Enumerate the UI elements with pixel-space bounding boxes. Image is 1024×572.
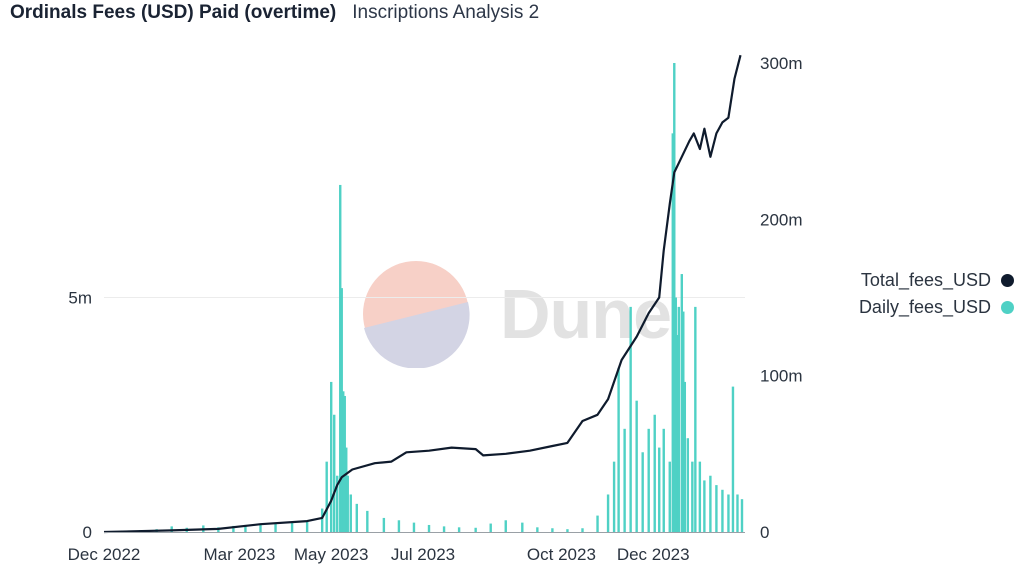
daily-fee-bar [305, 520, 309, 532]
daily-fee-bar [683, 381, 687, 532]
daily-fee-bar [170, 526, 173, 532]
daily-fee-bar [698, 461, 702, 532]
daily-fee-bar [274, 522, 277, 532]
y-left-tick-label: 5m [68, 289, 92, 308]
daily-fee-bar [662, 428, 665, 532]
chart-header: Ordinals Fees (USD) Paid (overtime) Insc… [10, 2, 539, 30]
daily-fee-bar [671, 133, 674, 532]
daily-fee-bar [596, 515, 599, 532]
daily-fee-bar [677, 306, 680, 532]
daily-fee-bar [290, 521, 294, 532]
y-right-tick-label: 300m [760, 54, 803, 73]
daily-fee-bar [682, 311, 685, 532]
daily-fee-bar [581, 528, 584, 532]
x-tick-label: Dec 2023 [617, 545, 690, 564]
daily-fee-bar [474, 527, 477, 532]
daily-fee-bar [336, 475, 339, 532]
daily-fee-bar [339, 184, 342, 532]
daily-fee-bar [382, 517, 386, 532]
total-fees-line [103, 54, 742, 534]
daily-fee-bar [566, 529, 569, 532]
daily-fee-bar [694, 306, 697, 532]
daily-fee-bar [727, 494, 730, 532]
daily-fee-bar [536, 527, 539, 532]
legend-label-daily: Daily_fees_USD [858, 297, 991, 317]
daily-fee-bar [489, 523, 492, 532]
daily-fee-bar [709, 475, 712, 532]
daily-fee-bar [612, 461, 616, 532]
daily-fee-bar [457, 527, 461, 532]
daily-fee-bar [680, 274, 684, 532]
y-right-tick-label: 0 [760, 523, 769, 542]
daily-fee-bar [617, 367, 620, 532]
daily-fee-bar [442, 526, 446, 532]
legend-item-total[interactable]: Total_fees_USD [859, 270, 1014, 291]
daily-fee-bar [330, 381, 333, 532]
daily-fee-bar [736, 494, 739, 532]
daily-fee-bar [346, 475, 349, 532]
legend-dot-total [1001, 274, 1014, 287]
daily-fee-bar [366, 510, 369, 532]
y-right-tick-label: 200m [760, 210, 803, 229]
x-tick-label: May 2023 [294, 545, 369, 564]
daily-fee-bar [232, 525, 235, 532]
chart-title: Ordinals Fees (USD) Paid (overtime) [10, 2, 337, 23]
daily-fee-bar [647, 428, 650, 532]
chart-subtitle: Inscriptions Analysis 2 [352, 2, 540, 23]
daily-fee-bar [504, 520, 507, 532]
daily-fee-bar [635, 400, 638, 532]
total-line-layer [103, 54, 742, 534]
y-left-tick-label: 0 [83, 523, 92, 542]
daily-fee-bar [674, 297, 677, 532]
daily-fee-bar [325, 461, 328, 532]
daily-fee-bar [691, 461, 694, 532]
daily-fee-bar [355, 503, 358, 532]
daily-fee-bar [521, 522, 524, 532]
daily-fee-bar [673, 63, 676, 532]
daily-fee-bar [349, 494, 352, 532]
daily-fee-bar [629, 306, 632, 532]
daily-fee-bar [320, 508, 324, 532]
daily-fee-bar [686, 438, 690, 532]
axes-layer: 0 5m 0 100m 200m 300m Dec 2022 Mar 2023 May 2023… [68, 54, 803, 564]
x-tick-label: Dec 2022 [68, 545, 141, 564]
daily-fee-bar [342, 391, 345, 532]
daily-fee-bar [397, 520, 401, 532]
y-right-tick-label: 100m [760, 367, 803, 386]
daily-fee-bar [668, 461, 671, 532]
daily-fee-bar [740, 499, 744, 532]
daily-fee-bar [333, 414, 336, 532]
daily-fee-bar [658, 447, 661, 532]
legend-item-daily[interactable]: Daily_fees_USD [859, 297, 1014, 318]
x-tick-label: Jul 2023 [391, 545, 455, 564]
daily-fee-bar [551, 528, 554, 532]
daily-fee-bar [427, 524, 431, 532]
daily-fee-bar [676, 335, 679, 532]
legend-label-total: Total_fees_USD [860, 270, 991, 290]
daily-fee-bar [731, 386, 735, 532]
daily-fee-bar [715, 485, 718, 532]
x-tick-label: Oct 2023 [527, 545, 596, 564]
daily-fee-bar [703, 480, 706, 532]
daily-fee-bar [259, 523, 262, 532]
daily-fee-bar [343, 395, 346, 532]
daily-fee-bar [412, 522, 416, 532]
daily-fee-bar [244, 524, 247, 532]
daily-fee-bar [606, 494, 610, 532]
x-tick-label: Mar 2023 [204, 545, 276, 564]
daily-fee-bar [345, 447, 348, 532]
daily-fee-bar [623, 428, 626, 532]
chart-legend: Total_fees_USD Daily_fees_USD [859, 270, 1014, 318]
daily-fee-bar [653, 414, 656, 532]
daily-fee-bar [340, 288, 343, 532]
daily-fee-bar [721, 489, 724, 532]
daily-fee-bar [641, 452, 644, 532]
legend-dot-daily [1001, 301, 1014, 314]
